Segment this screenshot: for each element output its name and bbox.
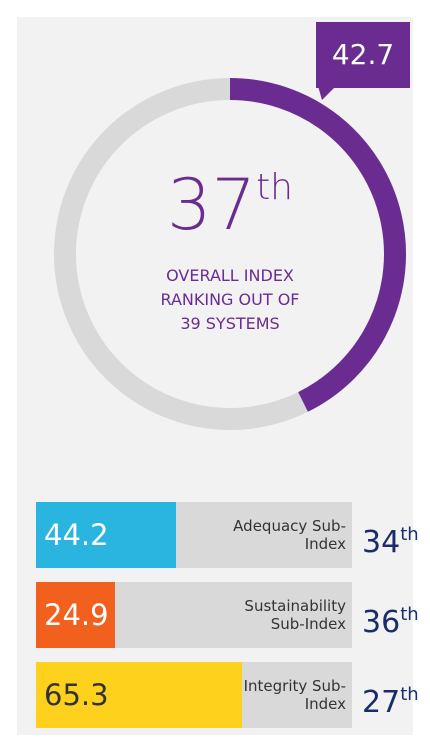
badge-pointer (318, 86, 336, 100)
donut-label: OVERALL INDEX (166, 266, 294, 285)
donut-label: 39 SYSTEMS (180, 314, 280, 333)
bar-category: Sustainability Sub-Index (244, 597, 346, 633)
bar-track: 24.9 Sustainability Sub-Index (36, 582, 352, 648)
rank-suffix: th (400, 684, 419, 705)
donut-arc (229, 78, 406, 412)
rank-suffix: th (400, 604, 419, 625)
bar (36, 502, 176, 568)
rank-suffix: th (400, 524, 419, 545)
bar-track: 65.3 Integrity Sub-Index (36, 662, 352, 728)
rank-suffix: th (256, 167, 293, 208)
rank-number: 34 (362, 525, 401, 560)
bar-category: Adequacy Sub-Index (233, 517, 346, 553)
bar-value: 65.3 (44, 678, 109, 712)
rank-number: 27 (362, 685, 401, 720)
sub-rank: 36th (362, 582, 419, 656)
donut-chart (54, 78, 406, 430)
score-badge: 42.7 (316, 22, 410, 88)
rank-number: 36 (362, 605, 401, 640)
bar-value: 44.2 (44, 518, 109, 552)
bar (36, 582, 115, 648)
sub-rank: 27th (362, 662, 419, 736)
bar-track: 44.2 Adequacy Sub-Index (36, 502, 352, 568)
rank-number: 37 (166, 164, 257, 246)
overall-rank: 37th (80, 148, 380, 245)
sub-rank: 34th (362, 502, 419, 576)
bar-category: Integrity Sub-Index (243, 677, 346, 713)
donut-label: RANKING OUT OF (160, 290, 300, 309)
bar-value: 24.9 (44, 598, 109, 632)
bar (36, 662, 243, 728)
